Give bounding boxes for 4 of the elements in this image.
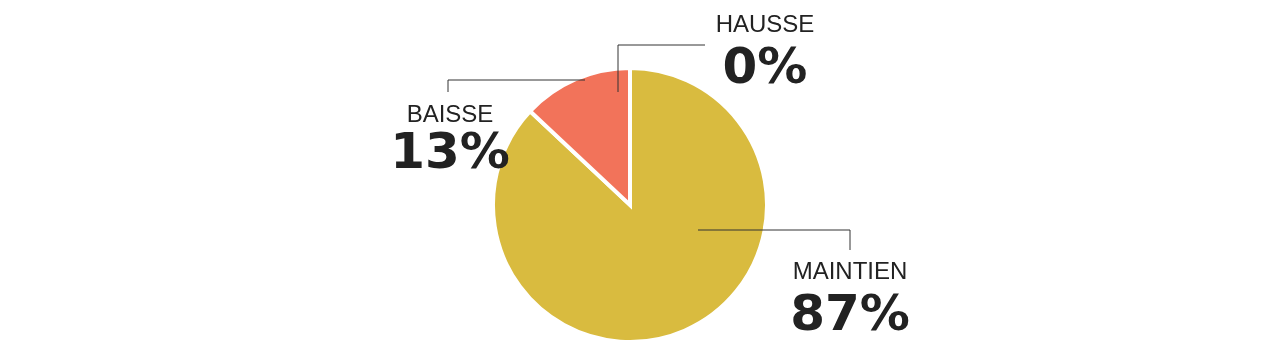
- text: 0%: [722, 37, 808, 95]
- slice-label: MAINTIEN: [792, 257, 908, 284]
- category-label: HAUSSE: [715, 10, 815, 37]
- data-label: 87%: [790, 284, 910, 342]
